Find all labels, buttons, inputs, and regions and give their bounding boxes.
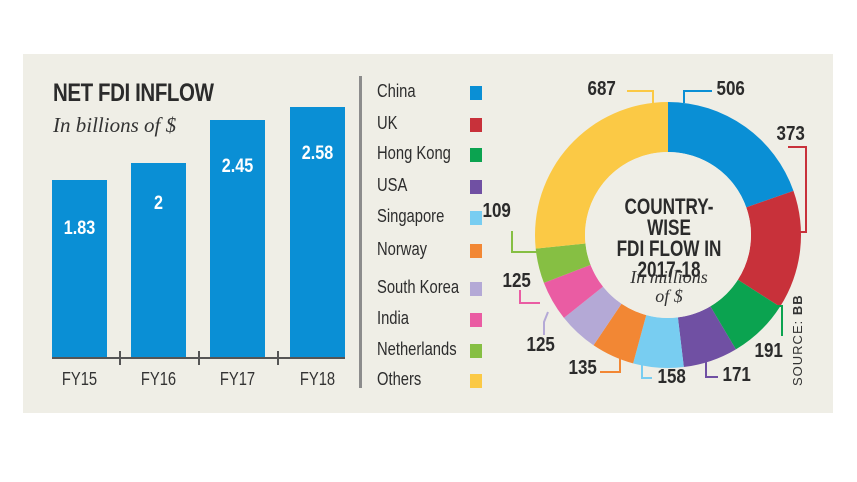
bar-fy16: 2 bbox=[131, 163, 186, 357]
x-tick-label: FY17 bbox=[219, 369, 256, 389]
bar-value-label: 2.58 bbox=[301, 143, 334, 164]
donut-value-label-uk: 373 bbox=[776, 123, 805, 145]
legend-swatch bbox=[470, 211, 482, 225]
leader-line bbox=[627, 90, 654, 103]
legend-swatch bbox=[470, 344, 482, 358]
legend-label: South Korea bbox=[377, 277, 460, 297]
donut-title-line: COUNTRY-WISE bbox=[624, 194, 714, 240]
legend-swatch bbox=[470, 180, 482, 194]
leader-line bbox=[543, 311, 549, 335]
source-value: BB bbox=[790, 294, 805, 316]
donut-value-label-others: 687 bbox=[587, 78, 616, 100]
x-axis bbox=[52, 357, 345, 359]
donut-segment-usa bbox=[677, 306, 736, 368]
legend-label: China bbox=[377, 81, 416, 101]
legend-label: Others bbox=[377, 369, 422, 389]
legend-swatch bbox=[470, 313, 482, 327]
leader-line bbox=[775, 305, 783, 336]
donut-subtitle-line: of $ bbox=[655, 286, 683, 306]
legend-label: Hong Kong bbox=[377, 143, 451, 163]
legend-swatch bbox=[470, 86, 482, 100]
legend-swatch bbox=[470, 374, 482, 388]
x-tick-label: FY15 bbox=[61, 369, 98, 389]
legend-label: UK bbox=[377, 113, 398, 133]
leader-line bbox=[705, 347, 718, 378]
bar-chart-subtitle: In billions of $ bbox=[53, 113, 177, 137]
donut-value-label-singapore: 158 bbox=[657, 366, 686, 388]
bar-fy18: 2.58 bbox=[290, 107, 345, 357]
donut-segment-singapore bbox=[633, 315, 684, 368]
bar-value-label: 2 bbox=[153, 193, 163, 214]
donut-segment-netherlands bbox=[535, 243, 591, 283]
legend-item-china: China bbox=[377, 81, 424, 105]
bar-fy17: 2.45 bbox=[210, 120, 265, 357]
bar-chart-title: NET FDI INFLOW bbox=[53, 79, 214, 107]
donut-segment-south-korea bbox=[563, 286, 622, 346]
legend-swatch bbox=[470, 244, 482, 258]
legend-swatch bbox=[470, 118, 482, 132]
leader-line bbox=[788, 146, 807, 233]
donut-segment-china bbox=[668, 102, 794, 208]
donut-segment-india bbox=[543, 264, 604, 318]
divider bbox=[359, 76, 362, 388]
bar-value-label: 1.83 bbox=[63, 218, 96, 239]
donut-title-line: 2017-18 bbox=[637, 257, 701, 282]
legend-swatch bbox=[470, 282, 482, 296]
donut-value-label-norway: 135 bbox=[568, 357, 597, 379]
bar-fy15: 1.83 bbox=[52, 180, 107, 357]
legend-label: India bbox=[377, 308, 410, 328]
legend-item-singapore: Singapore bbox=[377, 206, 459, 230]
leader-line bbox=[600, 344, 621, 373]
bar-value-label: 2.45 bbox=[221, 156, 254, 177]
legend-item-usa: USA bbox=[377, 175, 414, 199]
source-credit: SOURCE: BB bbox=[790, 294, 805, 386]
leader-line bbox=[641, 349, 652, 379]
donut-segment-uk bbox=[737, 190, 801, 307]
donut-value-label-china: 506 bbox=[716, 78, 745, 100]
legend-item-others: Others bbox=[377, 369, 431, 393]
donut-hole bbox=[585, 152, 751, 318]
x-tick-label: FY16 bbox=[140, 369, 177, 389]
x-tick-label: FY18 bbox=[299, 369, 336, 389]
donut-segment-hong-kong bbox=[710, 279, 780, 350]
legend-label: USA bbox=[377, 175, 408, 195]
legend-item-norway: Norway bbox=[377, 239, 438, 263]
donut-subtitle-line: In millions bbox=[630, 267, 708, 287]
leader-line bbox=[519, 290, 540, 304]
legend-item-south-korea: South Korea bbox=[377, 277, 477, 301]
donut-value-label-netherlands: 109 bbox=[482, 200, 511, 222]
donut-subtitle: In millions of $ bbox=[584, 268, 754, 306]
donut-value-label-south-korea: 125 bbox=[526, 334, 555, 356]
legend-label: Singapore bbox=[377, 206, 445, 226]
source-label: SOURCE: bbox=[790, 319, 805, 386]
legend-swatch bbox=[470, 148, 482, 162]
legend-label: Norway bbox=[377, 239, 428, 259]
donut-title: COUNTRY-WISE FDI FLOW IN 2017-18 bbox=[603, 194, 736, 282]
donut-value-label-usa: 171 bbox=[722, 364, 751, 386]
legend-item-hong-kong: Hong Kong bbox=[377, 143, 467, 167]
legend-item-india: India bbox=[377, 308, 416, 332]
legend-item-netherlands: Netherlands bbox=[377, 339, 474, 363]
legend-label: Netherlands bbox=[377, 339, 457, 359]
donut-segment-others bbox=[535, 101, 668, 249]
donut-value-label-india: 125 bbox=[502, 270, 531, 292]
legend-item-uk: UK bbox=[377, 113, 402, 137]
donut-value-label-hong-kong: 191 bbox=[754, 340, 783, 362]
donut-title-line: FDI FLOW IN bbox=[616, 236, 722, 261]
leader-line bbox=[511, 231, 538, 253]
donut-segment-norway bbox=[593, 303, 647, 364]
leader-line bbox=[683, 90, 712, 103]
